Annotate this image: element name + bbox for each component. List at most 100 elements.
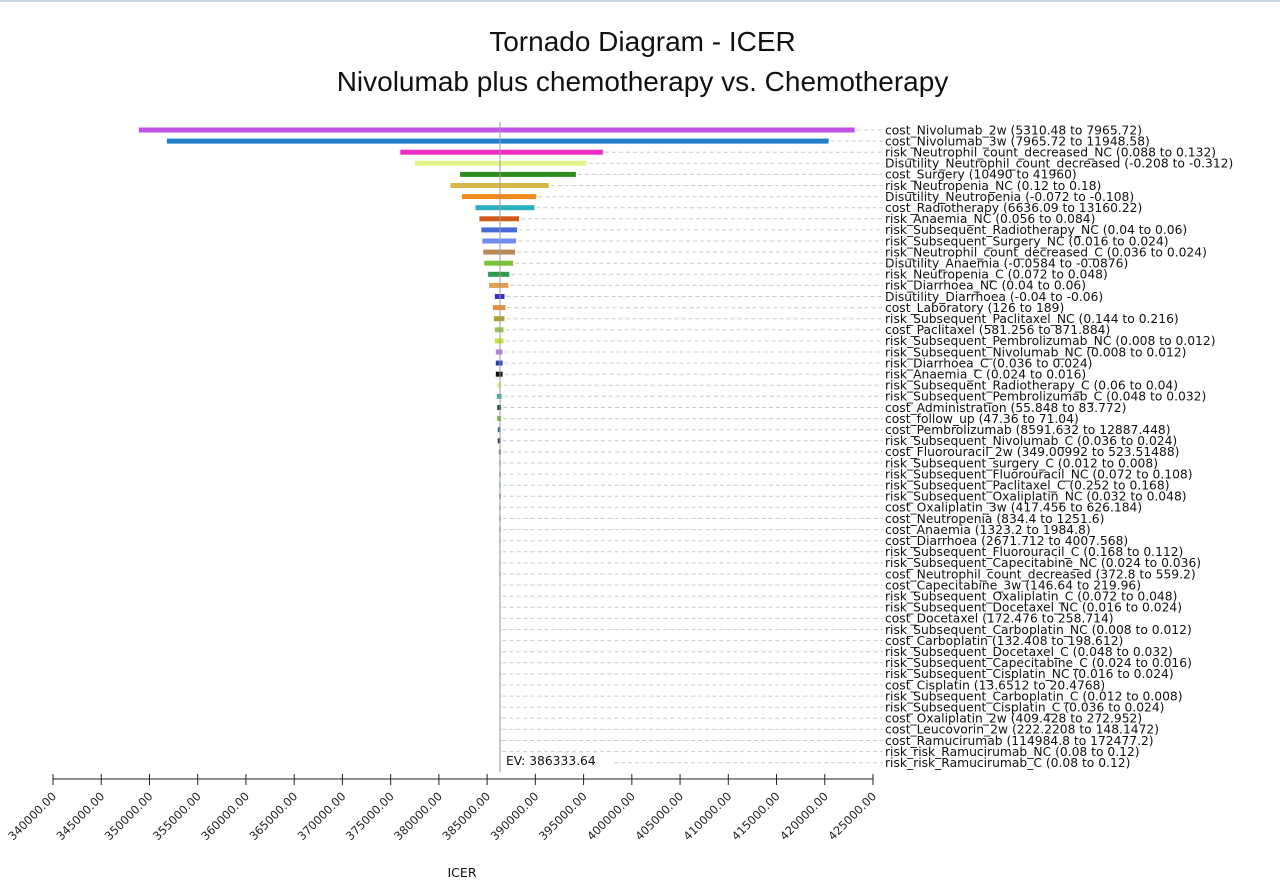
tornado-bar bbox=[497, 405, 502, 410]
bar-label: cost_Anaemia (1323.2 to 1984.8) bbox=[885, 523, 1091, 537]
x-tick-label: 420000.00 bbox=[777, 789, 831, 843]
tornado-bar bbox=[497, 438, 501, 444]
tornado-bar bbox=[493, 316, 505, 322]
tornado-bar bbox=[496, 382, 502, 388]
bar-label: Disutility_Diarrhoea (-0.04 to -0.06) bbox=[885, 290, 1103, 304]
bar-label: cost_Surgery (10490 to 41960) bbox=[885, 168, 1077, 182]
bar-label: cost_Oxaliplatin_2w (409.428 to 272.952) bbox=[885, 712, 1142, 726]
bar-label: cost_Carboplatin (132.408 to 198.612) bbox=[885, 634, 1123, 648]
bar-label: Disutility_Neutrophil_count_decreased (-… bbox=[885, 157, 1233, 171]
bar-label: cost_Fluorouracil_2w (349.00992 to 523.5… bbox=[885, 445, 1179, 459]
x-axis-label: ICER bbox=[448, 865, 477, 880]
bar-label: cost_Paclitaxel (581.256 to 871.884) bbox=[885, 323, 1110, 337]
tornado-bar bbox=[489, 282, 509, 288]
bar-labels: cost_Nivolumab_2w (5310.48 to 7965.72)co… bbox=[885, 123, 1233, 770]
bar-label: cost_Diarrhoea (2671.712 to 4007.568) bbox=[885, 534, 1128, 548]
bar-label: cost_Ramucirumab (114984.8 to 172477.2) bbox=[885, 734, 1154, 748]
bar-label: risk_Subsequent_Oxaliplatin_C (0.072 to … bbox=[885, 590, 1177, 604]
tornado-bar bbox=[488, 271, 510, 277]
x-tick-label: 410000.00 bbox=[681, 789, 735, 843]
bar-label: Disutility_Anaemia (-0.0584 to -0.0876) bbox=[885, 257, 1128, 271]
bar-label: risk_Subsequent_Fluorouracil_C (0.168 to… bbox=[885, 545, 1183, 559]
bar-label: cost_Administration (55.848 to 83.772) bbox=[885, 401, 1126, 415]
bar-label: risk_Neutropenia_C (0.072 to 0.048) bbox=[885, 268, 1108, 282]
x-tick-label: 400000.00 bbox=[584, 789, 638, 843]
bar-label: risk_Subsequent_Pembrolizumab_C (0.048 t… bbox=[885, 390, 1206, 404]
tornado-bar bbox=[495, 349, 503, 355]
bar-label: cost_Nivolumab_3w (7965.72 to 11948.58) bbox=[885, 134, 1150, 148]
tornado-bar bbox=[494, 327, 504, 333]
bar-label: risk_Subsequent_Cisplatin_NC (0.016 to 0… bbox=[885, 667, 1174, 681]
bar-label: risk_Neutropenia_NC (0.12 to 0.18) bbox=[885, 179, 1101, 193]
bar-label: risk_Subsequent_Oxaliplatin_NC (0.032 to… bbox=[885, 490, 1187, 504]
x-tick-label: 405000.00 bbox=[632, 789, 686, 843]
tornado-bar bbox=[481, 227, 518, 233]
bar-label: cost_Radiotherapy (6636.09 to 13160.22) bbox=[885, 201, 1142, 215]
bar-label: risk_Diarrhoea_NC (0.04 to 0.06) bbox=[885, 279, 1086, 293]
bar-label: cost_follow_up (47.36 to 71.04) bbox=[885, 412, 1079, 426]
bar-label: risk_Subsequent_Cisplatin_C (0.036 to 0.… bbox=[885, 701, 1164, 715]
x-ticks: 340000.00345000.00350000.00355000.003600… bbox=[5, 774, 879, 843]
ev-label: EV: 386333.64 bbox=[506, 754, 596, 768]
chart-subtitle: Nivolumab plus chemotherapy vs. Chemothe… bbox=[336, 66, 949, 97]
bar-label: risk_Subsequent_Paclitaxel_C (0.252 to 0… bbox=[885, 479, 1170, 493]
bar-label: cost_Pembrolizumab (8591.632 to 12887.44… bbox=[885, 423, 1171, 437]
tornado-bar bbox=[484, 260, 514, 266]
tornado-bar bbox=[462, 194, 537, 200]
bar-label: risk_Subsequent_Radiotherapy_C (0.06 to … bbox=[885, 379, 1178, 393]
x-tick-label: 370000.00 bbox=[295, 789, 349, 843]
bar-label: cost_Capecitabine_3w (146.64 to 219.96) bbox=[885, 578, 1141, 592]
tornado-bar bbox=[400, 149, 603, 155]
x-tick-label: 380000.00 bbox=[391, 789, 445, 843]
bar-label: risk_Anaemia_C (0.024 to 0.016) bbox=[885, 368, 1086, 382]
x-tick-label: 355000.00 bbox=[150, 789, 204, 843]
row-guides bbox=[502, 129, 883, 764]
tornado-bar bbox=[495, 360, 503, 366]
bar-label: cost_Oxaliplatin_3w (417.456 to 626.184) bbox=[885, 501, 1142, 515]
bar-label: risk_Subsequent_Docetaxel_C (0.048 to 0.… bbox=[885, 645, 1173, 659]
x-tick-label: 385000.00 bbox=[439, 789, 493, 843]
bar-label: cost_Laboratory (126 to 189) bbox=[885, 301, 1064, 315]
bar-label: cost_Cisplatin (13.6512 to 20.4768) bbox=[885, 678, 1105, 692]
tornado-bar bbox=[497, 416, 502, 422]
bar-label: risk_Subsequent_Nivolumab_C (0.036 to 0.… bbox=[885, 434, 1177, 448]
bar-label: risk_Subsequent_Capecitabine_NC (0.024 t… bbox=[885, 556, 1201, 570]
bar-label: risk_Subsequent_Paclitaxel_NC (0.144 to … bbox=[885, 312, 1179, 326]
tornado-bar bbox=[166, 138, 829, 144]
tornado-bar bbox=[497, 427, 501, 433]
bars bbox=[138, 127, 855, 766]
x-tick-label: 345000.00 bbox=[53, 789, 107, 843]
tornado-bar bbox=[475, 205, 535, 211]
tornado-bar bbox=[495, 371, 503, 377]
bar-label: risk_Subsequent_Fluorouracil_NC (0.072 t… bbox=[885, 467, 1193, 481]
bar-label: risk_Subsequent_Radiotherapy_NC (0.04 to… bbox=[885, 223, 1187, 237]
bar-label: Disutility_Neutropenia (-0.072 to -0.108… bbox=[885, 190, 1134, 204]
bar-label: risk_Subsequent_Surgery_NC (0.016 to 0.0… bbox=[885, 234, 1169, 248]
tornado-bar bbox=[494, 338, 504, 344]
x-tick-label: 375000.00 bbox=[343, 789, 397, 843]
bar-label: cost_Neutrophil_count_decreased (372.8 t… bbox=[885, 567, 1196, 581]
tornado-bar bbox=[138, 127, 855, 133]
chart-title: Tornado Diagram - ICER bbox=[489, 26, 796, 57]
top-border bbox=[0, 0, 1280, 2]
x-tick-label: 340000.00 bbox=[5, 789, 59, 843]
bar-label: risk_Subsequent_Carboplatin_C (0.012 to … bbox=[885, 689, 1183, 703]
bar-label: risk_Subsequent_surgery_C (0.012 to 0.00… bbox=[885, 456, 1158, 470]
bar-label: cost_Docetaxel (172.476 to 258.714) bbox=[885, 612, 1114, 626]
bar-label: risk_Anaemia_NC (0.056 to 0.084) bbox=[885, 212, 1095, 226]
x-tick-label: 350000.00 bbox=[102, 789, 156, 843]
bar-label: risk_Subsequent_Pembrolizumab_NC (0.008 … bbox=[885, 334, 1216, 348]
bar-label: risk_Subsequent_Capecitabine_C (0.024 to… bbox=[885, 656, 1192, 670]
tornado-bar bbox=[492, 305, 506, 311]
tornado-bar bbox=[496, 393, 502, 399]
tornado-bar bbox=[414, 160, 587, 166]
bar-label: risk_Neutrophil_count_decreased_NC (0.08… bbox=[885, 146, 1216, 160]
bar-label: cost_Neutropenia (834.4 to 1251.6) bbox=[885, 512, 1104, 526]
bar-label: risk_Subsequent_Docetaxel_NC (0.016 to 0… bbox=[885, 601, 1182, 615]
x-tick-label: 390000.00 bbox=[488, 789, 542, 843]
tornado-bar bbox=[483, 249, 516, 255]
bar-label: cost_Leucovorin_2w (222.2208 to 148.1472… bbox=[885, 723, 1159, 737]
bar-label: risk_Subsequent_Nivolumab_NC (0.008 to 0… bbox=[885, 345, 1186, 359]
bar-label: risk_Diarrhoea_C (0.036 to 0.024) bbox=[885, 356, 1092, 370]
